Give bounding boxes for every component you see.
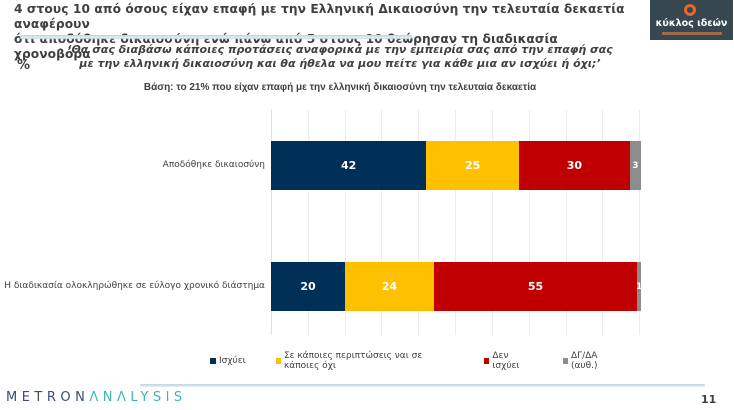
title-line-1: 4 στους 10 από όσους είχαν επαφή με την … (14, 2, 625, 31)
legend-item: Σε κάποιες περιπτώσεις ναι σε κάποιες όχ… (275, 351, 454, 371)
bar-segment: 20 (271, 262, 345, 311)
logo-subline (662, 32, 722, 35)
legend-label: Σε κάποιες περιπτώσεις ναι σε κάποιες όχ… (283, 351, 423, 371)
legend-swatch-icon (562, 358, 568, 364)
chart-legend: Ισχύει Σε κάποιες περιπτώσεις ναι σε κάπο… (210, 351, 650, 371)
footer-line (140, 384, 705, 387)
bar-segment: 30 (518, 141, 630, 190)
legend-label: Ισχύει (219, 356, 246, 366)
page-number: 11 (701, 393, 717, 406)
legend-item: Ισχύει (210, 351, 246, 371)
bar-segment: 24 (345, 262, 434, 311)
bar-segment: 55 (433, 262, 638, 311)
gridline (639, 110, 641, 335)
kyklos-ideon-logo: κύκλος ιδεών (650, 0, 733, 40)
category-label: Η διαδικασία ολοκληρώθηκε σε εύλογο χρον… (4, 281, 265, 291)
gridline (344, 110, 346, 335)
gridline (491, 110, 493, 335)
unit-label: % (17, 58, 31, 73)
brand-part-2: ΛNΛLYSIS (89, 390, 187, 405)
gridline (455, 110, 457, 335)
legend-label: Δεν ισχύει (492, 351, 520, 371)
brand-part-1: METRON (6, 390, 90, 405)
stacked-bar: 20 24 55 1 (271, 262, 642, 311)
metron-analysis-logo: METRONΛNΛLYSIS (6, 390, 187, 405)
chart-base: Βάση: το 21% που είχαν επαφή με την ελλη… (143, 82, 537, 93)
gridline (602, 110, 604, 335)
legend-swatch-icon (484, 358, 490, 364)
gridline (418, 110, 420, 335)
gridline (565, 110, 567, 335)
survey-question: ‘Θα σας διαβάσω κάποιες προτάσεις αναφορ… (67, 43, 613, 70)
bar-segment: 3 (629, 141, 641, 190)
title-underline (20, 35, 412, 38)
bar-segment: 25 (426, 141, 519, 190)
logo-circle-icon (684, 4, 696, 16)
legend-item: Δεν ισχύει (484, 351, 533, 371)
legend-swatch-icon (210, 358, 216, 364)
bar-segment: 1 (636, 262, 642, 311)
y-axis (271, 110, 272, 335)
gridline (307, 110, 309, 335)
category-label: Αποδόθηκε δικαιοσύνη (162, 160, 265, 170)
legend-swatch-icon (275, 358, 281, 364)
gridline (528, 110, 530, 335)
bar-segment: 42 (271, 141, 427, 190)
stacked-bar: 42 25 30 3 (271, 141, 641, 190)
logo-text: κύκλος ιδεών (655, 18, 728, 29)
legend-item: ΔΓ/ΔΑ (αυθ.) (562, 351, 620, 371)
legend-label: ΔΓ/ΔΑ (αυθ.) (570, 351, 598, 371)
gridline (381, 110, 383, 335)
